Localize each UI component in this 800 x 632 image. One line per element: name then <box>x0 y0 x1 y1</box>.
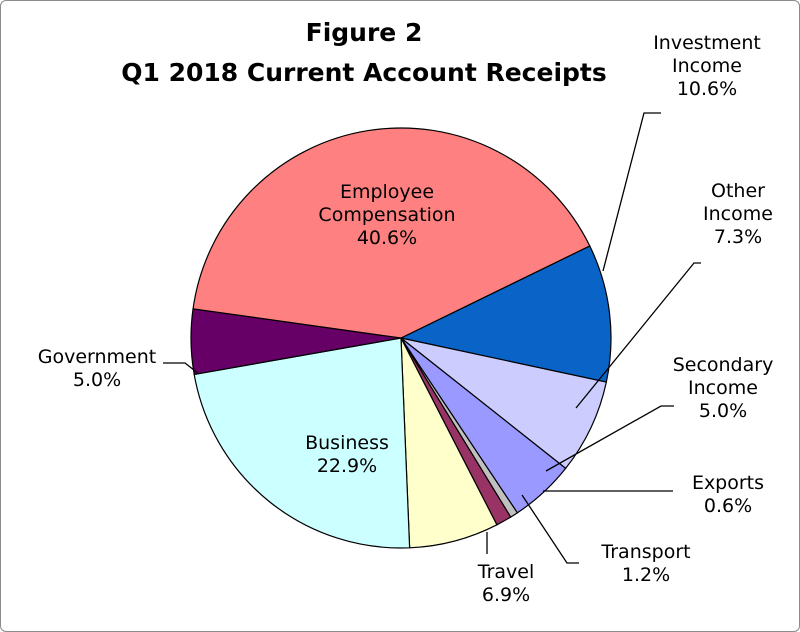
slice-value-text: 0.6% <box>704 495 752 517</box>
slice-label-text: Exports <box>692 472 764 494</box>
slice-label-government: Government 5.0% <box>38 346 157 391</box>
slice-label-text: Secondary <box>673 354 774 376</box>
leader-lines <box>163 112 701 564</box>
slice-value-text: 22.9% <box>317 455 377 477</box>
slice-label-employee-compensation: Employee Compensation 40.6% <box>318 181 455 249</box>
slice-label-text: Travel <box>477 561 534 583</box>
slice-label-text: Income <box>703 203 773 225</box>
pie-slices <box>190 127 612 549</box>
slice-value-text: 1.2% <box>622 564 670 586</box>
slice-label-text: Transport <box>600 541 690 563</box>
pie-slice-business <box>193 337 411 549</box>
slice-label-text: Employee <box>340 181 434 203</box>
slice-value-text: 5.0% <box>699 400 747 422</box>
leader-line-investment-income <box>602 112 661 272</box>
slice-value-text: 7.3% <box>714 226 762 248</box>
slice-label-text: Income <box>672 55 742 77</box>
slice-label-text: Other <box>711 180 765 202</box>
leader-line-transport <box>521 494 579 564</box>
pie-slice-employee-compensation <box>192 127 591 339</box>
leader-line-secondary-income <box>545 405 674 472</box>
slice-value-text: 6.9% <box>482 584 530 606</box>
slice-label-text: Government <box>38 346 157 368</box>
slice-value-text: 5.0% <box>73 369 121 391</box>
slice-value-text: 40.6% <box>357 227 417 249</box>
slice-label-secondary-income: Secondary Income 5.0% <box>673 354 774 422</box>
slice-label-exports: Exports 0.6% <box>692 472 764 517</box>
slice-labels: Investment Income 10.6%Other Income 7.3%Seco… <box>38 32 774 606</box>
slice-label-business: Business 22.9% <box>305 432 389 477</box>
slice-label-travel: Travel 6.9% <box>477 561 534 606</box>
pie-slice-investment-income <box>399 245 612 383</box>
slice-label-transport: Transport 1.2% <box>600 541 690 586</box>
slice-label-investment-income: Investment Income 10.6% <box>653 32 761 100</box>
slice-label-text: Investment <box>653 32 761 54</box>
leader-line-other-income <box>575 262 701 409</box>
slice-label-other-income: Other Income 7.3% <box>703 180 773 248</box>
slice-label-text: Income <box>688 377 758 399</box>
chart-title: Figure 2 <box>306 18 423 47</box>
leader-line-government <box>163 362 200 375</box>
chart-subtitle: Q1 2018 Current Account Receipts <box>121 58 607 87</box>
slice-value-text: 10.6% <box>677 78 737 100</box>
slice-label-text: Compensation <box>318 204 455 226</box>
slice-label-text: Business <box>305 432 389 454</box>
